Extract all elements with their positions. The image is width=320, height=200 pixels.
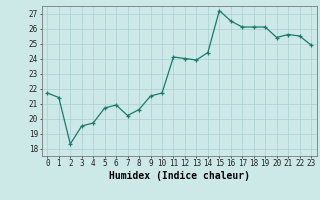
X-axis label: Humidex (Indice chaleur): Humidex (Indice chaleur) <box>109 171 250 181</box>
